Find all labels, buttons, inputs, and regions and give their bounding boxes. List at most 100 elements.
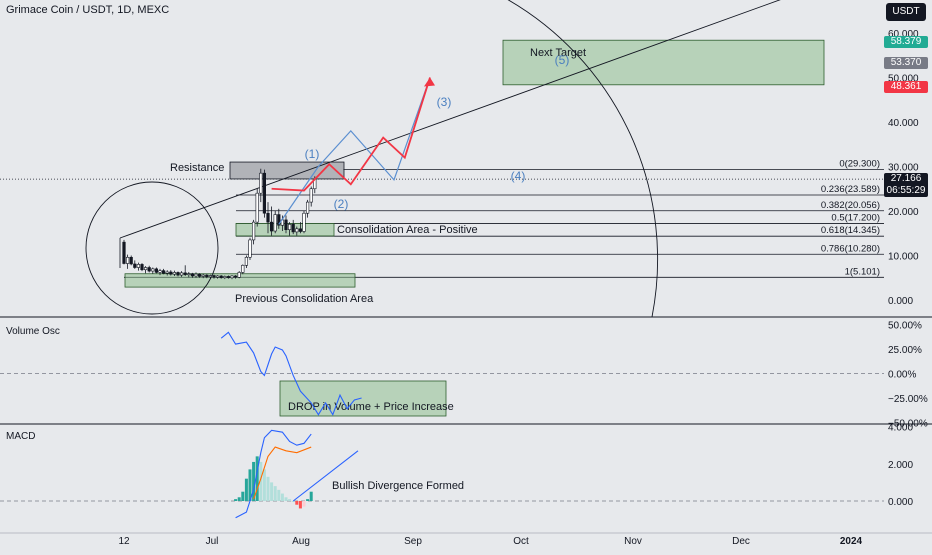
candle	[162, 268, 166, 275]
macd-axis-label: 0.000	[888, 497, 913, 508]
time-axis-label: Dec	[732, 536, 750, 547]
volume-osc-line	[220, 331, 362, 416]
candle	[287, 222, 292, 236]
wave-label: (3)	[437, 95, 452, 109]
candle	[309, 186, 313, 207]
candle-body	[223, 276, 227, 279]
candle-body	[190, 273, 195, 277]
time-axis-label: 12	[118, 536, 130, 547]
resistance-trendline	[119, 0, 781, 239]
next-target-zone	[502, 39, 825, 86]
candle-body	[287, 224, 292, 230]
time-axis-label: Sep	[404, 536, 422, 547]
macd-histogram-bar	[288, 499, 292, 501]
wave-label: (4)	[511, 169, 526, 183]
candle	[269, 206, 274, 236]
candle-body	[172, 272, 177, 275]
cycle-circle	[85, 181, 219, 315]
previous-consolidation-label: Previous Consolidation Area	[235, 293, 374, 305]
candle-body	[244, 256, 249, 266]
candle	[183, 265, 187, 276]
candle	[219, 275, 223, 279]
macd-histogram-bar	[241, 491, 245, 501]
candle	[248, 237, 252, 260]
candle	[172, 270, 177, 276]
price-axis-label: 20.000	[888, 207, 919, 218]
candle-body	[154, 268, 159, 273]
macd-histogram-bar	[259, 461, 263, 501]
volume-osc-axis-label: 0.00%	[888, 370, 916, 381]
candle	[244, 255, 249, 268]
currency-button[interactable]: USDT	[886, 3, 926, 21]
candle-body	[230, 275, 234, 279]
candle-body	[269, 221, 274, 232]
candle	[190, 272, 195, 278]
candle-body	[180, 272, 184, 276]
candle	[147, 265, 151, 273]
candle-body	[255, 192, 259, 223]
macd-histogram-bar	[248, 469, 252, 501]
candle-body	[219, 275, 223, 279]
candle-body	[201, 274, 205, 277]
candle	[298, 222, 303, 234]
macd-histogram-bar	[255, 456, 259, 501]
candle-body	[234, 275, 238, 278]
candle	[151, 267, 155, 274]
candle	[259, 168, 263, 203]
volume-osc-axis-label: 50.00%	[888, 321, 922, 332]
candle	[198, 273, 202, 278]
candle	[255, 188, 259, 227]
candle	[212, 274, 216, 279]
last-price-value: 27.166	[890, 173, 922, 184]
fib-level-label: 0.786(10.280)	[821, 243, 880, 254]
candle-body	[248, 239, 252, 258]
macd-signal-line	[253, 446, 312, 500]
fib-level-label: 0.382(20.056)	[821, 200, 880, 211]
macd-histogram-bar	[295, 501, 299, 505]
macd-histogram-bar	[309, 491, 313, 501]
macd-axis-label: 2.000	[888, 460, 913, 471]
candle-body	[216, 275, 220, 278]
macd-histogram-bar	[252, 461, 256, 501]
target-low-price-tag: 48.361	[884, 81, 928, 93]
macd-histogram-bar	[234, 499, 238, 501]
candle	[140, 263, 144, 272]
macd-histogram-bar	[284, 497, 288, 501]
macd-histogram-bar	[270, 482, 274, 501]
candle-body	[151, 268, 155, 272]
candle	[154, 267, 159, 274]
macd-histogram-bar	[244, 478, 248, 501]
candle-body	[259, 172, 263, 194]
volume-annotation-label: DROP in Volume + Price Increase	[288, 401, 454, 413]
candle	[241, 264, 245, 275]
candle	[302, 211, 306, 234]
resistance-label: Resistance	[170, 162, 224, 174]
candle	[216, 275, 220, 279]
volume-osc-axis-label: −50.00%	[888, 419, 928, 430]
candle-body	[284, 219, 288, 230]
candle	[122, 239, 126, 265]
resistance-zone	[229, 161, 345, 180]
fib-level-label: 0.5(17.200)	[831, 212, 880, 223]
candle-body	[176, 272, 180, 276]
candle	[158, 268, 162, 276]
wave-label: (1)	[305, 147, 320, 161]
volume-osc-axis-label: −25.00%	[888, 394, 928, 405]
fib-level-label: 1(5.101)	[845, 266, 880, 277]
projection-path-blue	[278, 77, 431, 225]
macd-histogram-bar	[280, 493, 284, 501]
candle-body	[208, 275, 213, 278]
candle-body	[212, 275, 216, 278]
macd-histogram-bar	[266, 476, 270, 501]
time-arc	[507, 0, 659, 318]
fib-level-label: 0.236(23.589)	[821, 184, 880, 195]
candle	[201, 273, 205, 279]
macd-histogram-bar	[273, 486, 277, 501]
candle	[262, 169, 267, 218]
candle-body	[158, 270, 162, 273]
wave-label: (2)	[334, 197, 349, 211]
candle-body	[291, 224, 295, 233]
projection-path-red	[271, 77, 431, 192]
macd-histogram-bar	[262, 469, 266, 501]
